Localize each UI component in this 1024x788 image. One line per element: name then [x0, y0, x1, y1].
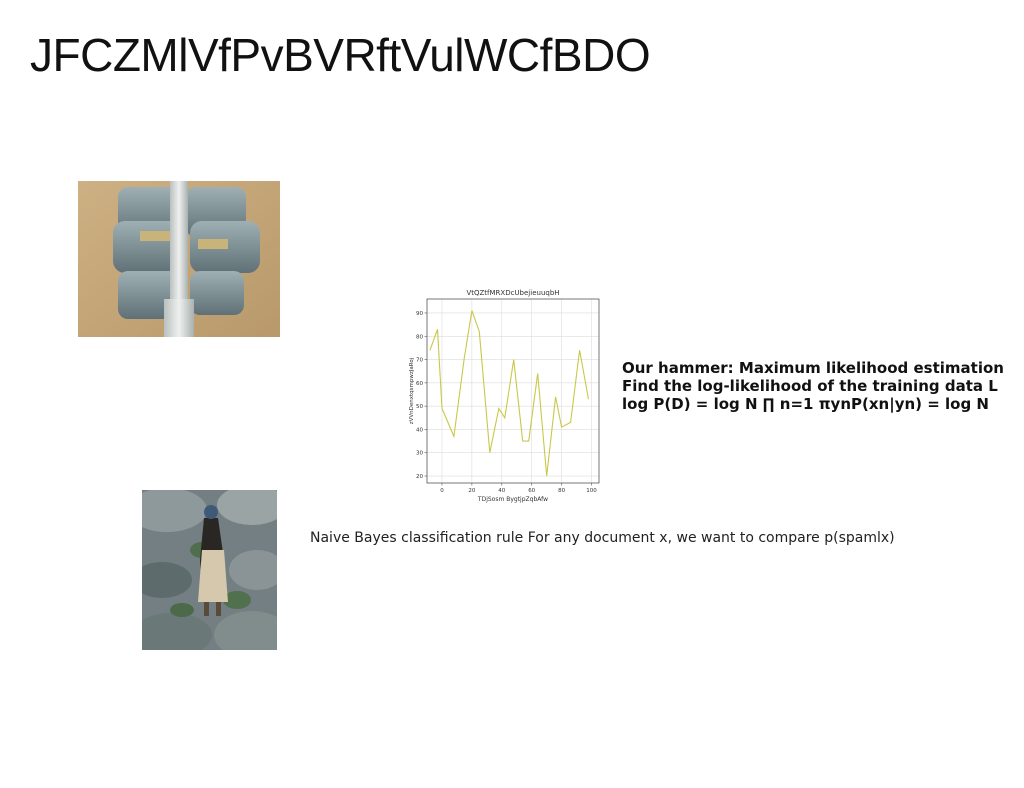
x-axis-label: TDjSosm BygtjpZqbAfw [477, 496, 548, 503]
tower-photo [78, 181, 280, 337]
line-chart: VtQZtfMRXDcUbejieuuqbH 0 20 40 60 80 100 20 30 4… [409, 289, 600, 503]
x-tick-label: 100 [586, 488, 597, 494]
bullet-line-1: Our hammer: Maximum likelihood estimatio… [622, 359, 1004, 377]
slide-title: JFCZMlVfPvBVRftVulWCfBDO [30, 29, 651, 81]
bullet-list: Our hammer: Maximum likelihood estimatio… [622, 359, 1024, 413]
y-axis-label: zVVnDenxtqsmpwzJaRoj [409, 357, 415, 424]
caption-text: Naive Bayes classification rule For any … [310, 530, 895, 546]
bullet-line-3: log P(D) = log N ∏ n=1 πynP(xn|yn) = log… [622, 395, 989, 413]
series-line [429, 310, 590, 477]
x-tick-label: 60 [528, 488, 535, 494]
x-tick-label: 80 [558, 488, 565, 494]
chart-title: VtQZtfMRXDcUbejieuuqbH [466, 289, 559, 297]
y-tick-label: 20 [416, 474, 423, 480]
y-tick-label: 40 [416, 427, 423, 433]
x-tick-label: 0 [440, 488, 444, 494]
y-tick-label: 90 [416, 311, 423, 317]
y-tick-label: 50 [416, 404, 423, 410]
y-tick-label: 70 [416, 358, 423, 364]
y-tick-label: 60 [416, 381, 423, 387]
person-photo [142, 490, 277, 650]
y-tick-label: 30 [416, 451, 423, 457]
y-tick-label: 80 [416, 334, 423, 340]
x-tick-label: 40 [498, 488, 505, 494]
x-tick-label: 20 [468, 488, 475, 494]
plot-frame [426, 298, 600, 484]
bullet-line-2: Find the log-likelihood of the training … [622, 377, 998, 395]
